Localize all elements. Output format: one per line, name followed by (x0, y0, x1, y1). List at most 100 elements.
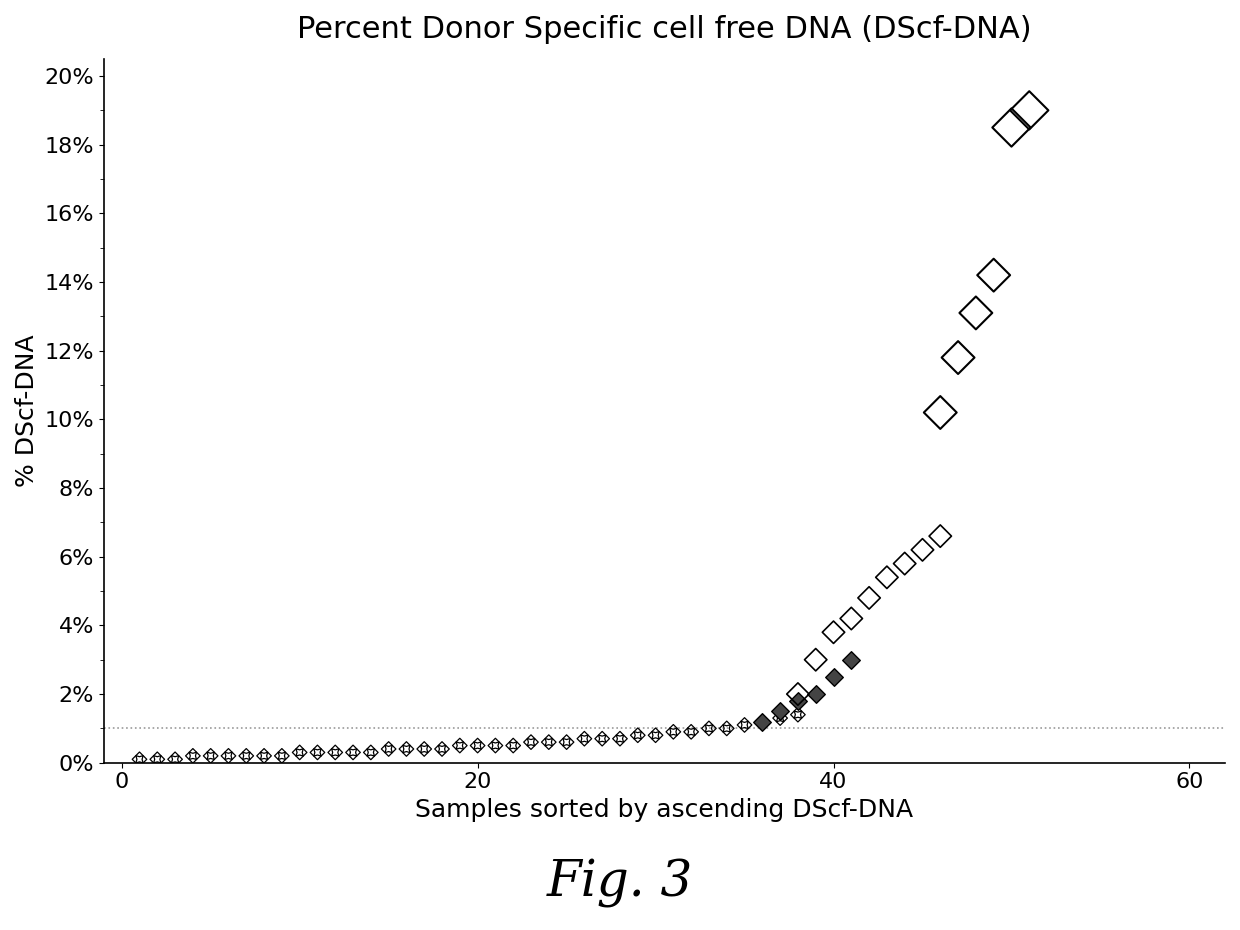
Point (165, 751, 185, 766)
Point (539, 735, 559, 750)
Point (913, 542, 932, 557)
Point (467, 738, 487, 753)
Point (610, 731, 630, 746)
Point (272, 749, 291, 764)
Point (486, 738, 506, 753)
Point (272, 749, 291, 764)
Point (165, 751, 185, 766)
Point (129, 751, 149, 766)
Point (450, 738, 470, 753)
Point (717, 721, 737, 736)
Point (254, 749, 274, 764)
Point (877, 570, 897, 585)
Point (753, 714, 773, 729)
Point (770, 711, 790, 725)
Point (432, 741, 451, 756)
Point (218, 749, 238, 764)
Point (237, 749, 257, 764)
Point (895, 556, 915, 571)
Point (734, 718, 754, 733)
Point (557, 735, 577, 750)
Point (308, 745, 327, 760)
Point (467, 738, 487, 753)
Point (254, 749, 274, 764)
Point (983, 268, 1003, 283)
Point (148, 751, 167, 766)
Point (806, 686, 826, 701)
Point (787, 707, 807, 722)
Point (681, 724, 701, 739)
Point (343, 745, 363, 760)
Point (397, 741, 417, 756)
Point (787, 694, 807, 709)
Point (663, 724, 683, 739)
Point (1019, 103, 1039, 118)
Y-axis label: % DScf-DNA: % DScf-DNA (15, 335, 38, 487)
Point (414, 741, 434, 756)
Point (734, 718, 754, 733)
Point (201, 749, 221, 764)
Text: Fig. 3: Fig. 3 (547, 858, 693, 909)
Point (486, 738, 506, 753)
Point (859, 591, 879, 605)
Point (593, 731, 613, 746)
Point (414, 741, 434, 756)
Point (770, 711, 790, 725)
Point (325, 745, 345, 760)
Point (574, 731, 594, 746)
Point (753, 714, 773, 729)
Point (930, 528, 950, 543)
Point (557, 735, 577, 750)
Point (432, 741, 451, 756)
Point (148, 751, 167, 766)
Point (842, 652, 862, 667)
Point (503, 738, 523, 753)
Point (129, 751, 149, 766)
Point (593, 731, 613, 746)
Point (378, 741, 398, 756)
Point (930, 405, 950, 420)
Point (663, 724, 683, 739)
Point (290, 745, 310, 760)
Point (610, 731, 630, 746)
Point (627, 728, 647, 743)
Point (290, 745, 310, 760)
Point (753, 714, 773, 729)
Point (450, 738, 470, 753)
Point (966, 305, 986, 320)
Point (184, 749, 203, 764)
Point (1002, 120, 1022, 135)
Point (343, 745, 363, 760)
Point (770, 704, 790, 719)
Point (699, 721, 719, 736)
Point (681, 724, 701, 739)
Point (325, 745, 345, 760)
Point (717, 721, 737, 736)
Point (308, 745, 327, 760)
Point (627, 728, 647, 743)
Point (361, 745, 381, 760)
Point (842, 611, 862, 626)
Point (218, 749, 238, 764)
Point (646, 728, 666, 743)
Point (184, 749, 203, 764)
Point (237, 749, 257, 764)
Point (787, 686, 807, 701)
Point (806, 652, 826, 667)
Point (646, 728, 666, 743)
Point (378, 741, 398, 756)
Point (823, 670, 843, 684)
Point (521, 735, 541, 750)
Point (397, 741, 417, 756)
Point (361, 745, 381, 760)
Point (823, 625, 843, 640)
Title: Percent Donor Specific cell free DNA (DScf-DNA): Percent Donor Specific cell free DNA (DS… (298, 15, 1032, 44)
Point (949, 350, 968, 365)
Point (201, 749, 221, 764)
Point (787, 707, 807, 722)
Point (503, 738, 523, 753)
Point (539, 735, 559, 750)
Point (574, 731, 594, 746)
Point (699, 721, 719, 736)
Point (521, 735, 541, 750)
